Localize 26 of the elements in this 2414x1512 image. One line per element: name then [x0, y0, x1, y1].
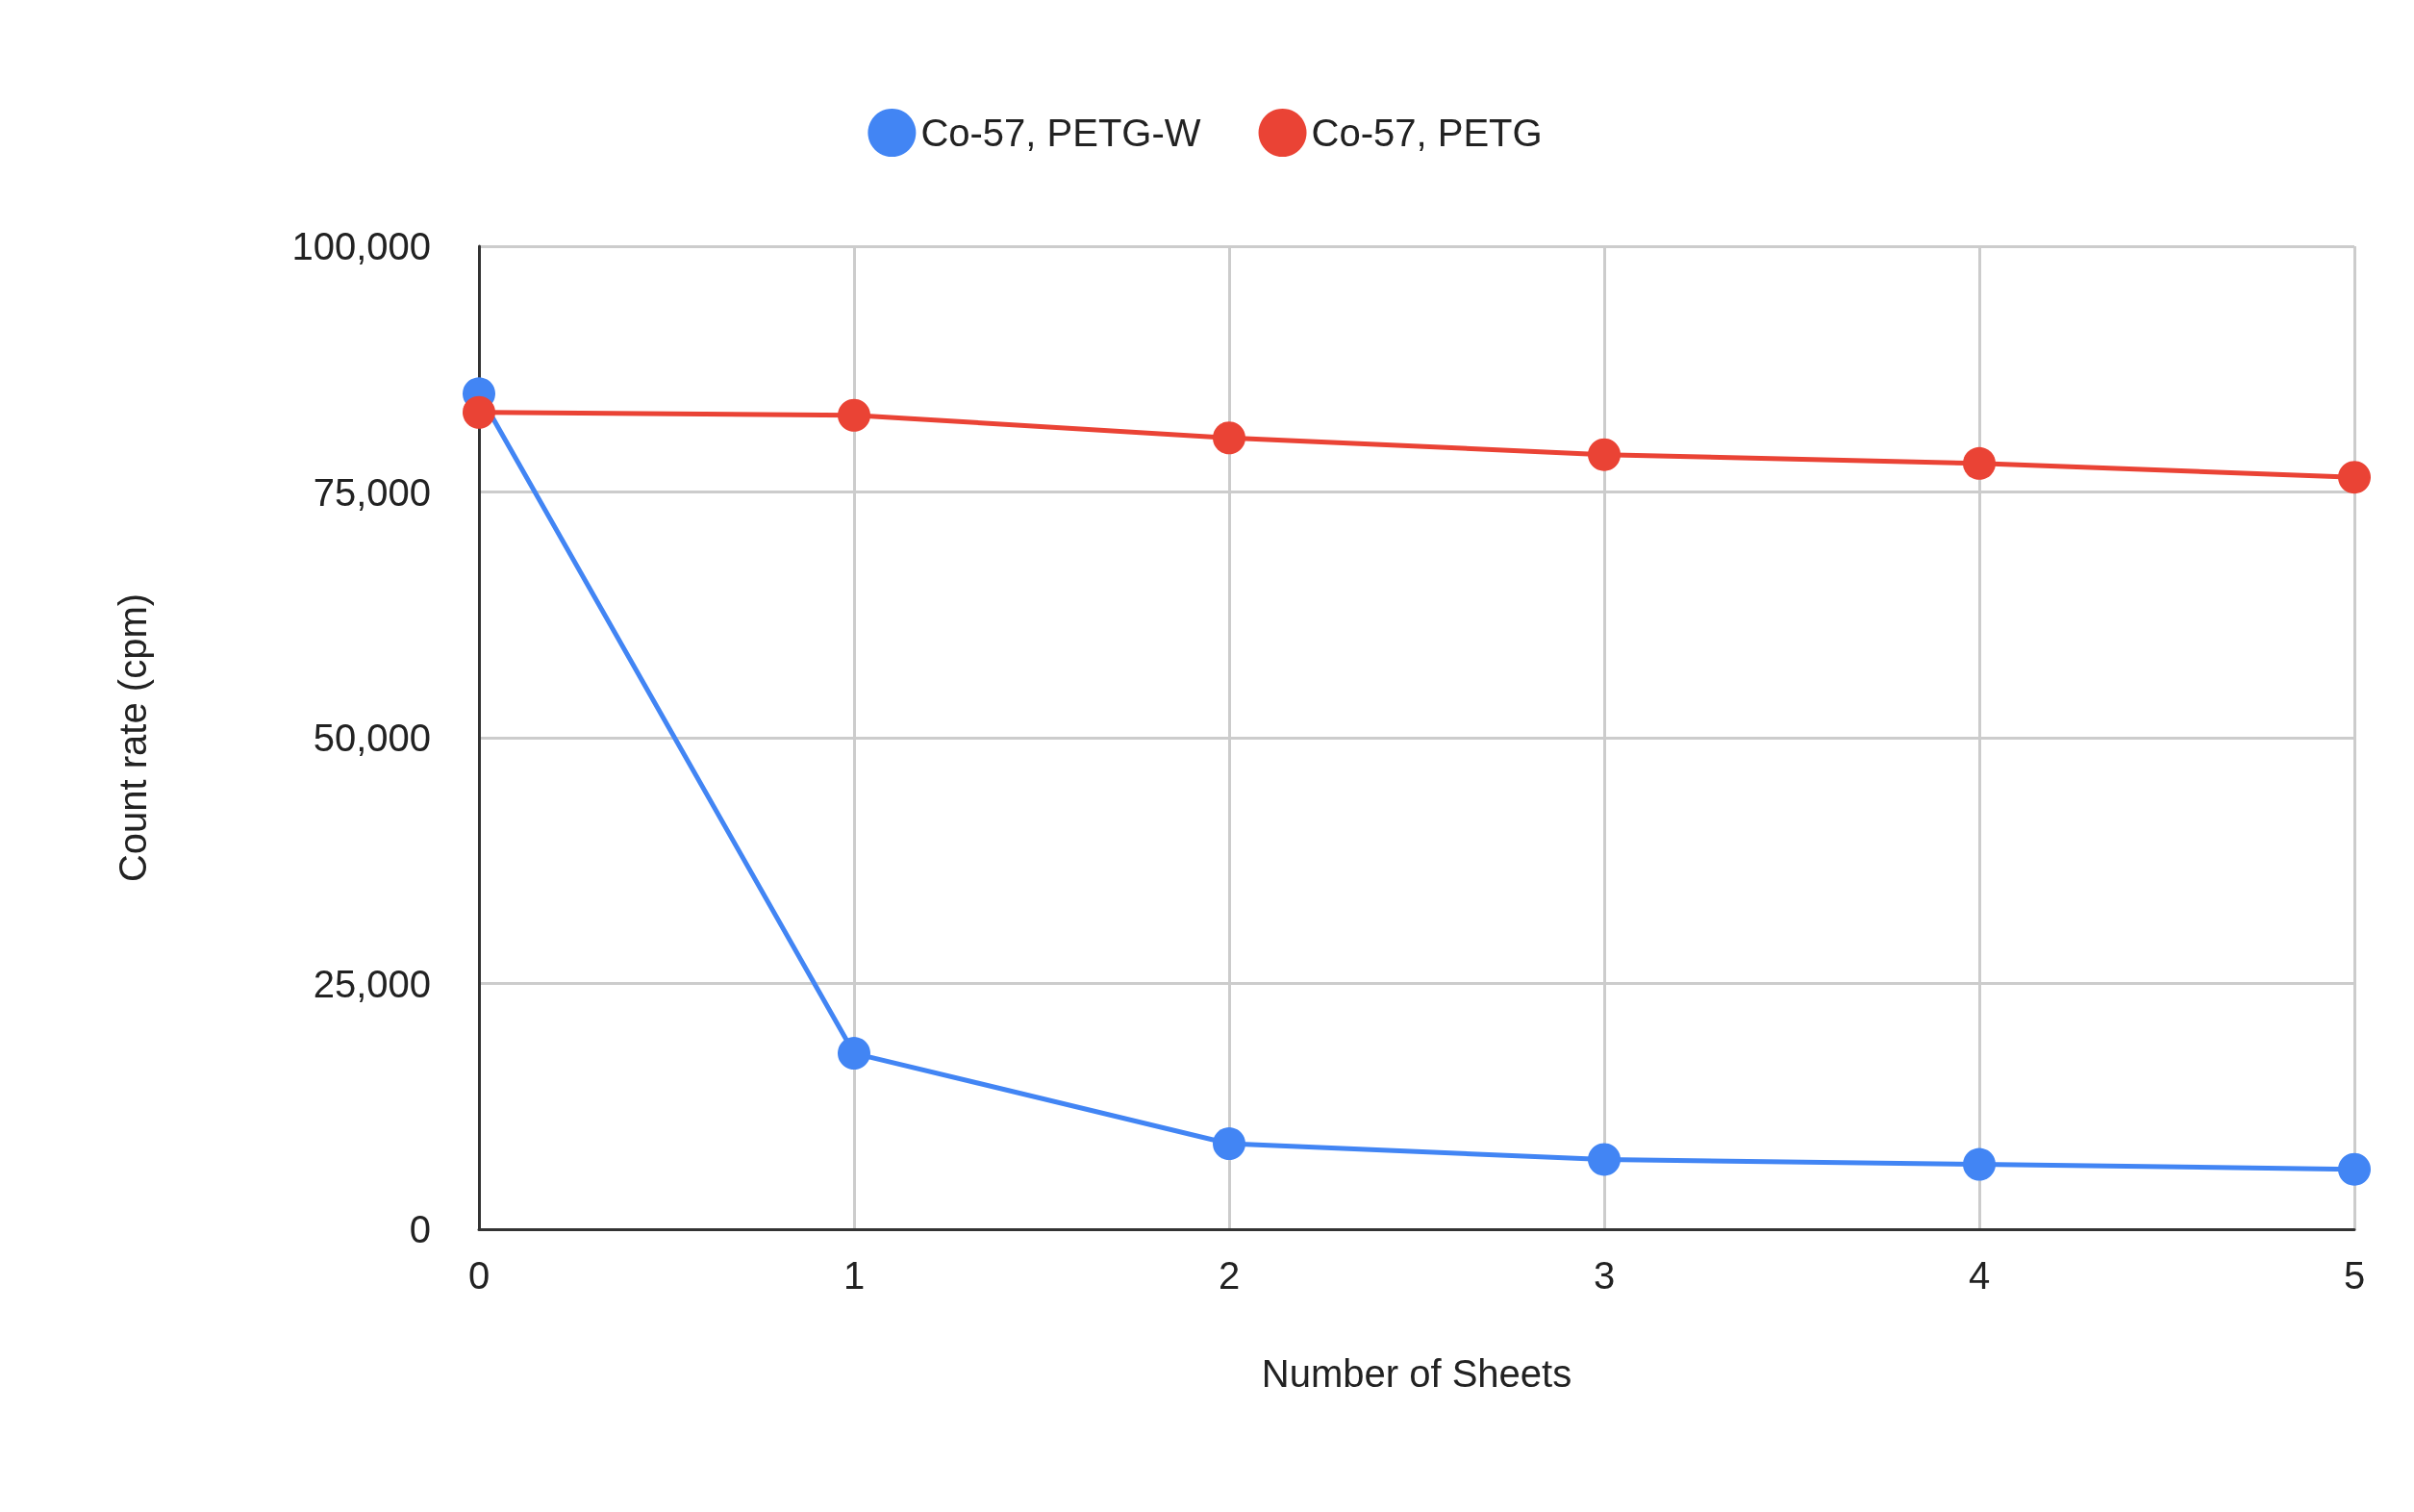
point: [2338, 1152, 2371, 1186]
point: [838, 398, 870, 432]
y-tick-label: 25,000: [313, 962, 431, 1005]
x-tick-label: 1: [842, 1254, 866, 1297]
x-tick-label: 5: [2343, 1254, 2366, 1297]
x-tick-label: 2: [1218, 1254, 1241, 1297]
y-tick-label: 0: [409, 1208, 431, 1250]
x-tick-label: 4: [1968, 1254, 1991, 1297]
y-tick-label: 100,000: [291, 225, 431, 267]
legend-label: Co-57, PETG-W: [920, 112, 1201, 154]
point: [1963, 446, 1996, 480]
y-axis-title: Count rate (cpm): [112, 592, 154, 883]
y-tick-label: 50,000: [313, 717, 431, 759]
legend-label: Co-57, PETG: [1311, 112, 1543, 154]
x-tick-label: 0: [467, 1254, 490, 1297]
y-tick-label: 75,000: [313, 470, 431, 514]
point: [463, 395, 495, 429]
point: [1963, 1147, 1996, 1181]
point: [2338, 461, 2371, 494]
point: [1588, 1143, 1621, 1176]
point: [1213, 1127, 1245, 1161]
point: [1588, 438, 1621, 471]
x-axis-title: Number of Sheets: [1261, 1352, 1572, 1395]
point: [838, 1037, 870, 1071]
point: [1213, 421, 1245, 455]
x-tick-label: 3: [1593, 1254, 1616, 1297]
